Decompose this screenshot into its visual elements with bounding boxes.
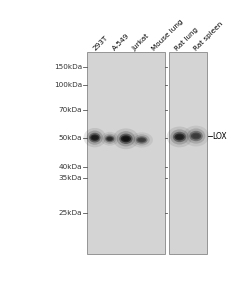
Ellipse shape bbox=[105, 135, 114, 142]
Ellipse shape bbox=[187, 128, 205, 144]
Ellipse shape bbox=[192, 134, 200, 138]
Text: Rat lung: Rat lung bbox=[174, 26, 200, 52]
Ellipse shape bbox=[103, 134, 116, 144]
Ellipse shape bbox=[174, 134, 185, 140]
Ellipse shape bbox=[87, 130, 103, 145]
Text: 50kDa: 50kDa bbox=[58, 135, 82, 141]
Ellipse shape bbox=[134, 134, 150, 146]
Ellipse shape bbox=[137, 137, 146, 142]
Text: Mouse lung: Mouse lung bbox=[151, 18, 185, 52]
Ellipse shape bbox=[138, 138, 145, 142]
Ellipse shape bbox=[130, 132, 153, 148]
Ellipse shape bbox=[176, 135, 183, 139]
Ellipse shape bbox=[89, 133, 101, 142]
Ellipse shape bbox=[170, 129, 189, 145]
Ellipse shape bbox=[183, 126, 209, 146]
Ellipse shape bbox=[136, 136, 148, 144]
Ellipse shape bbox=[173, 132, 186, 142]
Ellipse shape bbox=[122, 136, 129, 141]
Ellipse shape bbox=[189, 131, 203, 141]
Text: LOX: LOX bbox=[213, 132, 227, 141]
Text: A-549: A-549 bbox=[112, 32, 131, 52]
Bar bbox=[87, 52, 165, 254]
Text: Jurkat: Jurkat bbox=[131, 32, 151, 52]
Text: 100kDa: 100kDa bbox=[54, 82, 82, 88]
Ellipse shape bbox=[117, 131, 135, 146]
Ellipse shape bbox=[167, 127, 192, 147]
Ellipse shape bbox=[90, 134, 99, 141]
Text: 293T: 293T bbox=[92, 34, 109, 52]
Text: 25kDa: 25kDa bbox=[58, 210, 82, 216]
Ellipse shape bbox=[101, 132, 119, 146]
Ellipse shape bbox=[119, 134, 133, 144]
Text: 150kDa: 150kDa bbox=[54, 64, 82, 70]
Ellipse shape bbox=[107, 137, 112, 140]
Text: 40kDa: 40kDa bbox=[58, 164, 82, 169]
Ellipse shape bbox=[106, 136, 113, 141]
Ellipse shape bbox=[121, 135, 131, 142]
Ellipse shape bbox=[191, 133, 201, 140]
Ellipse shape bbox=[113, 128, 139, 149]
Text: Rat spleen: Rat spleen bbox=[193, 20, 224, 52]
Text: 70kDa: 70kDa bbox=[58, 107, 82, 113]
Ellipse shape bbox=[92, 136, 98, 140]
Bar bbox=[169, 52, 207, 254]
Ellipse shape bbox=[83, 128, 106, 147]
Text: 35kDa: 35kDa bbox=[58, 175, 82, 181]
